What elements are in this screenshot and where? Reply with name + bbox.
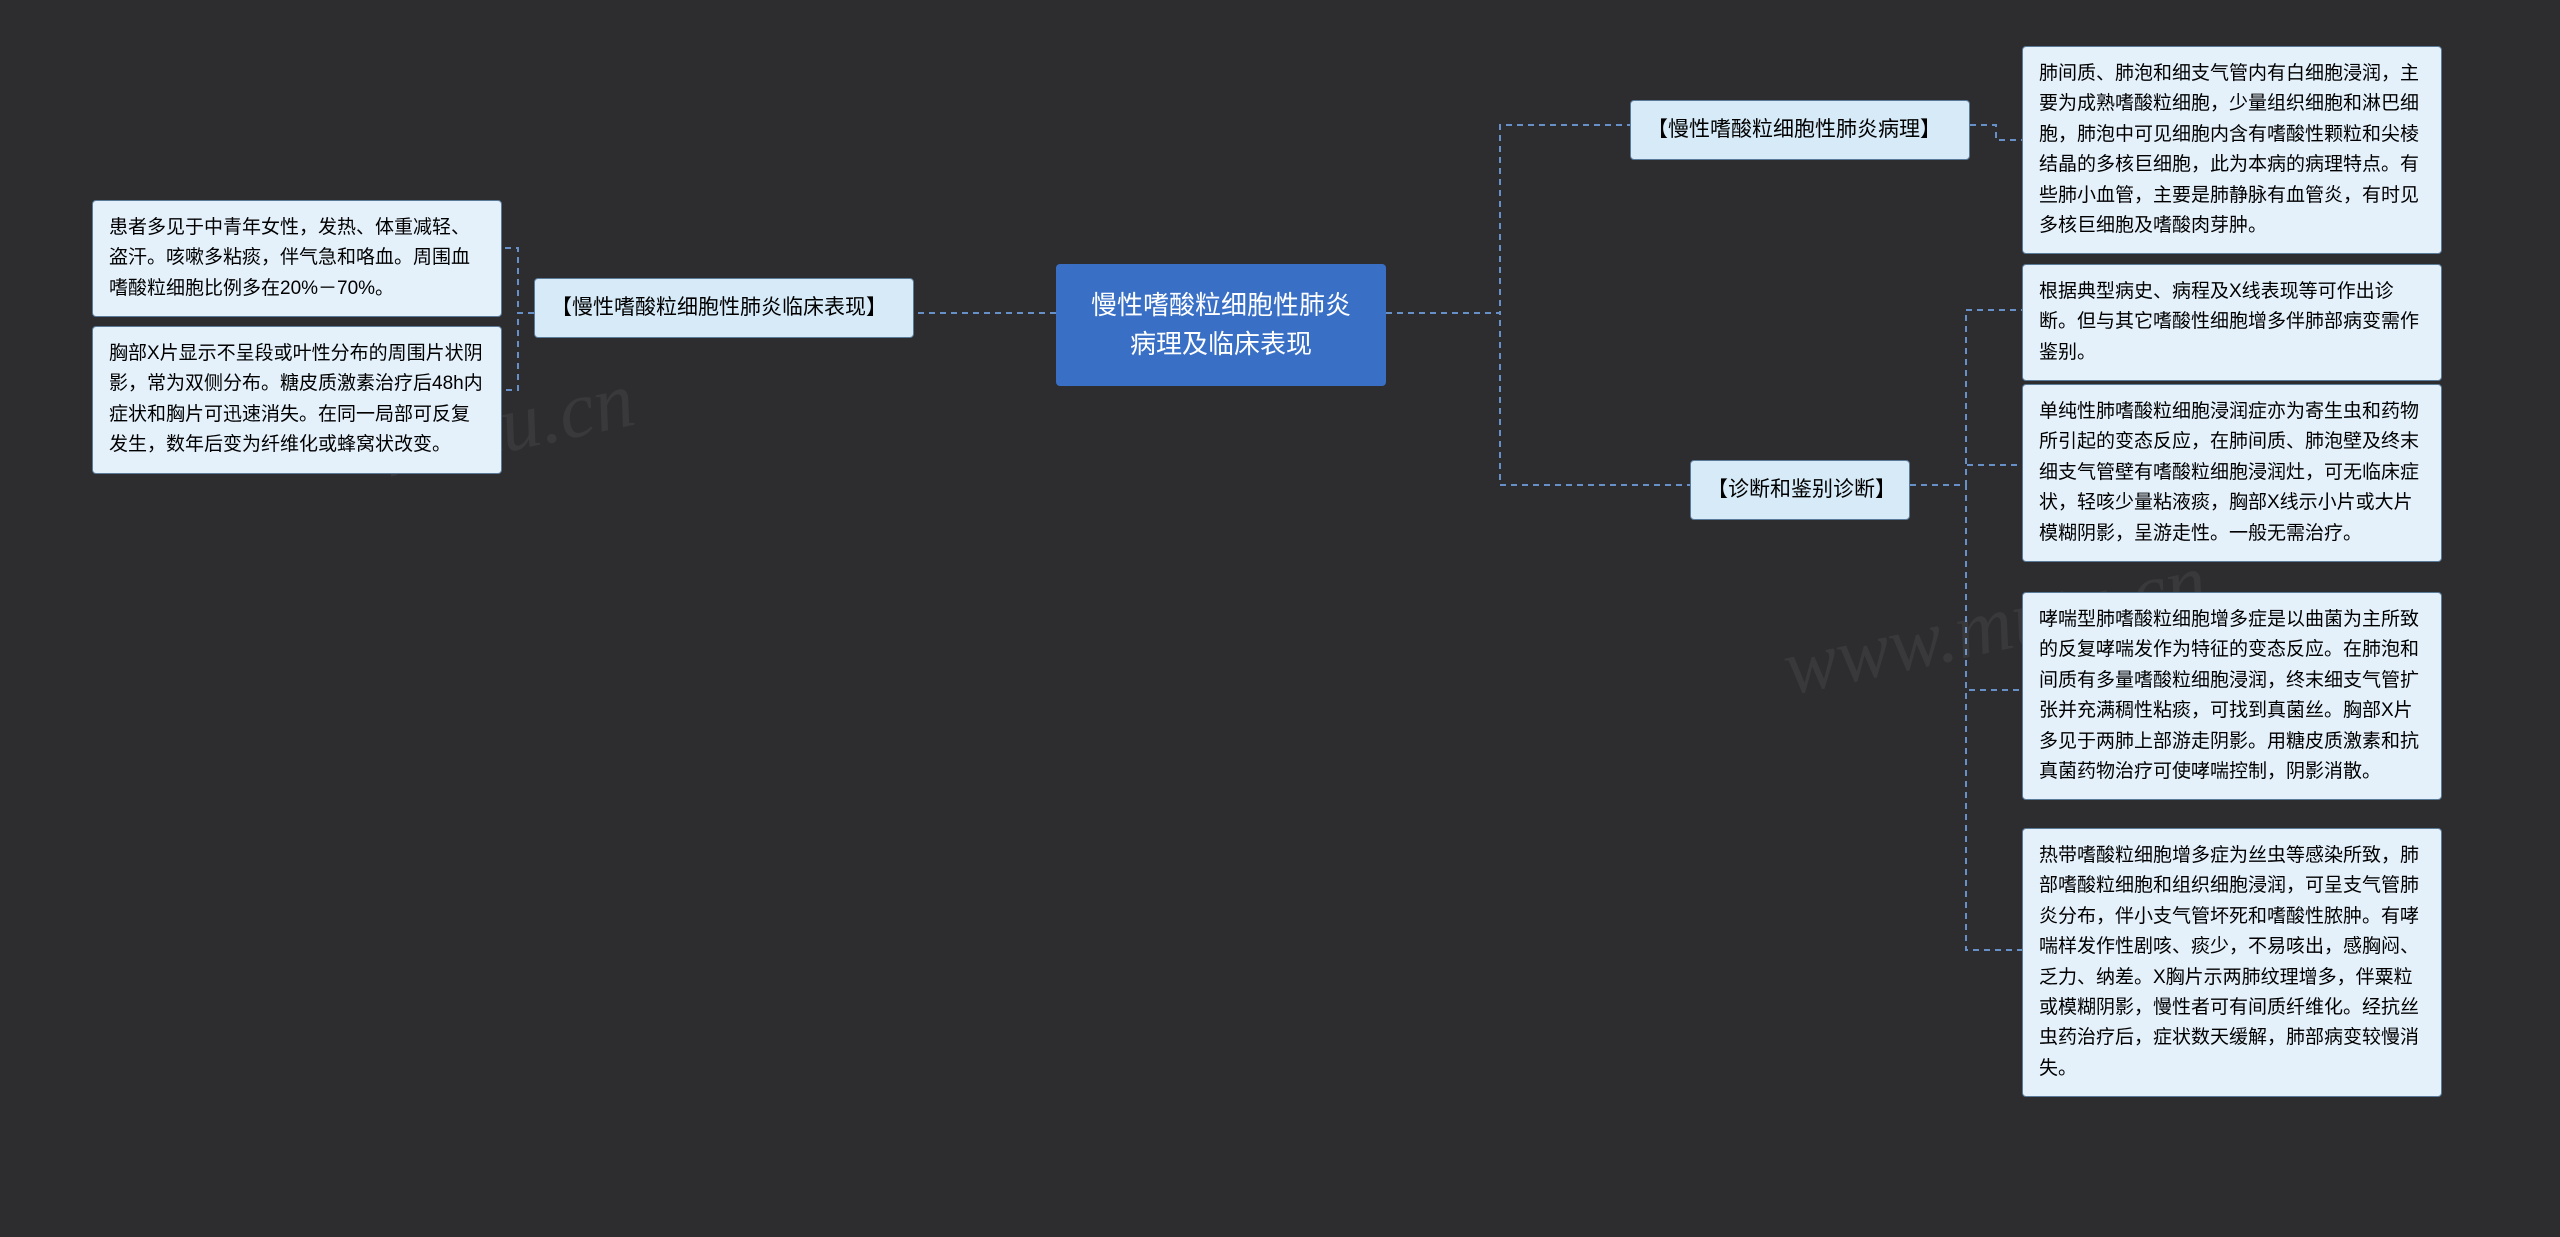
leaf-text: 单纯性肺嗜酸粒细胞浸润症亦为寄生虫和药物所引起的变态反应，在肺间质、肺泡壁及终末… — [2039, 401, 2419, 544]
leaf-diagnosis-2[interactable]: 单纯性肺嗜酸粒细胞浸润症亦为寄生虫和药物所引起的变态反应，在肺间质、肺泡壁及终末… — [2022, 384, 2442, 562]
branch-label: 【诊断和鉴别诊断】 — [1707, 478, 1896, 501]
leaf-diagnosis-3[interactable]: 哮喘型肺嗜酸粒细胞增多症是以曲菌为主所致的反复哮喘发作为特征的变态反应。在肺泡和… — [2022, 592, 2442, 800]
leaf-clinical-1[interactable]: 患者多见于中青年女性，发热、体重减轻、盗汗。咳嗽多粘痰，伴气急和咯血。周围血嗜酸… — [92, 200, 502, 317]
leaf-clinical-2[interactable]: 胸部X片显示不呈段或叶性分布的周围片状阴影，常为双侧分布。糖皮质激素治疗后48h… — [92, 326, 502, 474]
leaf-text: 哮喘型肺嗜酸粒细胞增多症是以曲菌为主所致的反复哮喘发作为特征的变态反应。在肺泡和… — [2039, 609, 2419, 782]
branch-diagnosis[interactable]: 【诊断和鉴别诊断】 — [1690, 460, 1910, 520]
branch-label: 【慢性嗜酸粒细胞性肺炎病理】 — [1647, 118, 1941, 141]
leaf-text: 患者多见于中青年女性，发热、体重减轻、盗汗。咳嗽多粘痰，伴气急和咯血。周围血嗜酸… — [109, 217, 470, 299]
branch-clinical[interactable]: 【慢性嗜酸粒细胞性肺炎临床表现】 — [534, 278, 914, 338]
root-label: 慢性嗜酸粒细胞性肺炎病理及临床表现 — [1091, 290, 1351, 359]
leaf-text: 根据典型病史、病程及X线表现等可作出诊断。但与其它嗜酸性细胞增多伴肺部病变需作鉴… — [2039, 281, 2419, 363]
branch-pathology[interactable]: 【慢性嗜酸粒细胞性肺炎病理】 — [1630, 100, 1970, 160]
leaf-text: 胸部X片显示不呈段或叶性分布的周围片状阴影，常为双侧分布。糖皮质激素治疗后48h… — [109, 343, 483, 455]
root-node[interactable]: 慢性嗜酸粒细胞性肺炎病理及临床表现 — [1056, 264, 1386, 386]
leaf-pathology-1[interactable]: 肺间质、肺泡和细支气管内有白细胞浸润，主要为成熟嗜酸粒细胞，少量组织细胞和淋巴细… — [2022, 46, 2442, 254]
leaf-diagnosis-1[interactable]: 根据典型病史、病程及X线表现等可作出诊断。但与其它嗜酸性细胞增多伴肺部病变需作鉴… — [2022, 264, 2442, 381]
leaf-text: 热带嗜酸粒细胞增多症为丝虫等感染所致，肺部嗜酸粒细胞和组织细胞浸润，可呈支气管肺… — [2039, 845, 2419, 1079]
leaf-diagnosis-4[interactable]: 热带嗜酸粒细胞增多症为丝虫等感染所致，肺部嗜酸粒细胞和组织细胞浸润，可呈支气管肺… — [2022, 828, 2442, 1097]
branch-label: 【慢性嗜酸粒细胞性肺炎临床表现】 — [551, 296, 887, 319]
leaf-text: 肺间质、肺泡和细支气管内有白细胞浸润，主要为成熟嗜酸粒细胞，少量组织细胞和淋巴细… — [2039, 63, 2419, 236]
